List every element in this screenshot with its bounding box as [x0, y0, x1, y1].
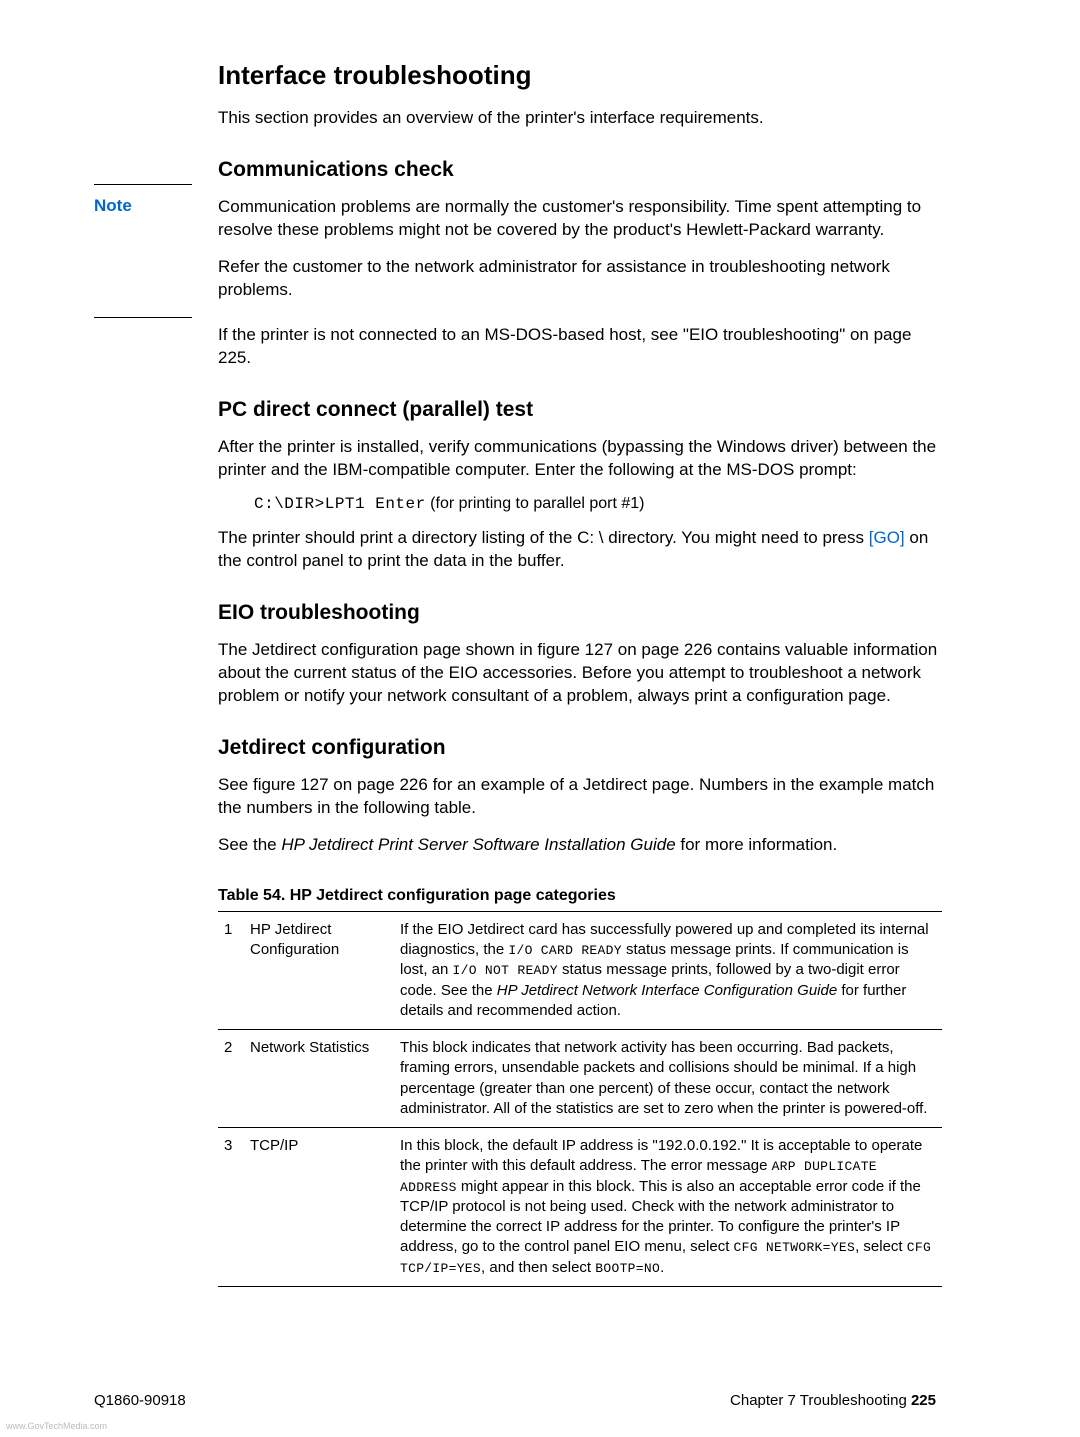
- jet-paragraph-1: See figure 127 on page 226 for an exampl…: [218, 774, 942, 820]
- page-title: Interface troubleshooting: [218, 60, 942, 91]
- row-number: 2: [218, 1030, 244, 1128]
- row-number: 1: [218, 911, 244, 1029]
- code-note: (for printing to parallel port #1): [426, 495, 645, 512]
- note-label: Note: [94, 196, 218, 216]
- desc-text: , select: [855, 1238, 907, 1255]
- footer-right: Chapter 7 Troubleshooting 225: [730, 1392, 936, 1409]
- desc-mono: BOOTP=NO: [595, 1261, 660, 1276]
- table-row: 1 HP Jetdirect Configuration If the EIO …: [218, 911, 942, 1029]
- page-footer: Q1860-90918 Chapter 7 Troubleshooting 22…: [94, 1392, 936, 1409]
- row-name: HP Jetdirect Configuration: [244, 911, 394, 1029]
- comm-after-note: If the printer is not connected to an MS…: [218, 324, 942, 370]
- desc-text: , and then select: [481, 1259, 595, 1276]
- jetdirect-config-table: 1 HP Jetdirect Configuration If the EIO …: [218, 911, 942, 1287]
- eio-paragraph: The Jetdirect configuration page shown i…: [218, 639, 942, 708]
- code-line: C:\DIR>LPT1 Enter (for printing to paral…: [254, 495, 942, 513]
- watermark: www.GovTechMedia.com: [6, 1421, 107, 1431]
- desc-italic: HP Jetdirect Network Interface Configura…: [497, 982, 837, 999]
- jet-p2-a: See the: [218, 835, 281, 854]
- note-block: Note Communication problems are normally…: [94, 196, 942, 310]
- code-command: C:\DIR>LPT1 Enter: [254, 495, 426, 513]
- row-name: Network Statistics: [244, 1030, 394, 1128]
- pc-paragraph-1: After the printer is installed, verify c…: [218, 436, 942, 482]
- note-paragraph-2: Refer the customer to the network admini…: [218, 256, 942, 302]
- table-caption: Table 54. HP Jetdirect configuration pag…: [218, 887, 942, 905]
- heading-pc-direct-connect: PC direct connect (parallel) test: [218, 398, 942, 422]
- footer-left: Q1860-90918: [94, 1392, 186, 1409]
- footer-page-number: 225: [911, 1392, 936, 1409]
- row-name: TCP/IP: [244, 1128, 394, 1287]
- row-number: 3: [218, 1128, 244, 1287]
- pc-paragraph-2: The printer should print a directory lis…: [218, 527, 942, 573]
- note-paragraph-1: Communication problems are normally the …: [218, 196, 942, 242]
- desc-mono: I/O CARD READY: [508, 943, 621, 958]
- desc-text: .: [660, 1259, 664, 1276]
- intro-paragraph: This section provides an overview of the…: [218, 107, 942, 130]
- jet-p2-b: for more information.: [676, 835, 838, 854]
- heading-jetdirect-configuration: Jetdirect configuration: [218, 736, 942, 760]
- go-link: [GO]: [869, 528, 905, 547]
- jet-paragraph-2: See the HP Jetdirect Print Server Softwa…: [218, 834, 942, 857]
- row-description: In this block, the default IP address is…: [394, 1128, 942, 1287]
- row-description: This block indicates that network activi…: [394, 1030, 942, 1128]
- row-description: If the EIO Jetdirect card has successful…: [394, 911, 942, 1029]
- heading-eio-troubleshooting: EIO troubleshooting: [218, 601, 942, 625]
- desc-mono: I/O NOT READY: [453, 963, 558, 978]
- jet-p2-italic: HP Jetdirect Print Server Software Insta…: [281, 835, 675, 854]
- pc-p2-a: The printer should print a directory lis…: [218, 528, 869, 547]
- heading-communications-check: Communications check: [218, 158, 942, 182]
- desc-mono: CFG NETWORK=YES: [734, 1240, 856, 1255]
- table-row: 3 TCP/IP In this block, the default IP a…: [218, 1128, 942, 1287]
- footer-chapter: Chapter 7 Troubleshooting: [730, 1392, 911, 1409]
- table-row: 2 Network Statistics This block indicate…: [218, 1030, 942, 1128]
